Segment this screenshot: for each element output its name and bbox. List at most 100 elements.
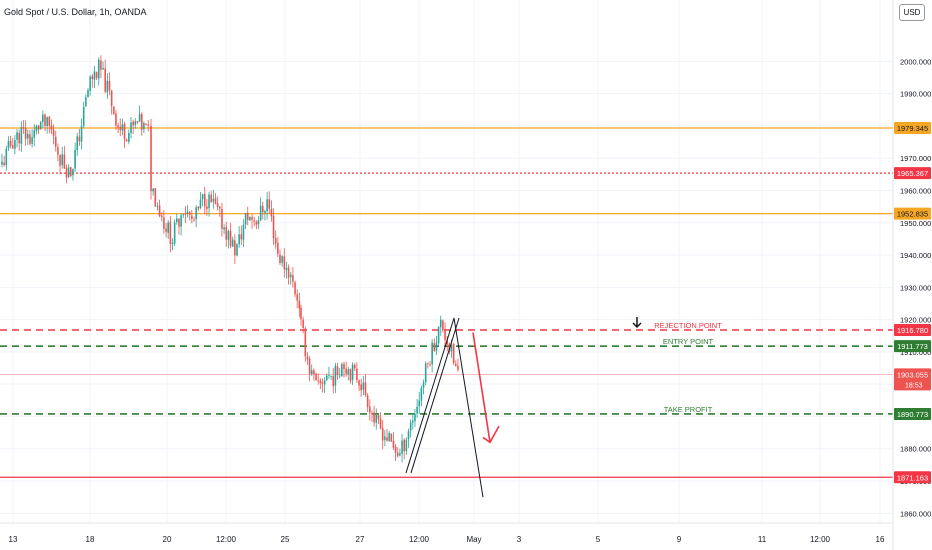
candle-body xyxy=(279,254,281,264)
candle-body xyxy=(270,209,273,217)
price-label-bg xyxy=(894,340,931,353)
candle-body xyxy=(343,363,345,370)
candle-body xyxy=(197,206,200,209)
x-tick-label: 25 xyxy=(281,535,290,544)
candle-body xyxy=(381,428,384,441)
y-tick-label: 1950.000 xyxy=(900,219,931,228)
candle-body xyxy=(208,194,210,209)
trend-line xyxy=(410,317,460,474)
candle-body xyxy=(184,213,187,215)
candle-body xyxy=(246,212,249,220)
candle-body xyxy=(7,140,10,149)
candle-body xyxy=(33,130,36,138)
price-label: 1871.163 xyxy=(897,473,928,482)
candle-body xyxy=(106,80,109,93)
candle-body xyxy=(193,219,195,221)
candle-body xyxy=(65,167,68,178)
candle-body xyxy=(437,326,440,344)
price-label: 1965.367 xyxy=(897,169,928,178)
y-tick-label: 1920.000 xyxy=(900,316,931,325)
candle-body xyxy=(386,437,388,441)
candle-body xyxy=(330,375,332,377)
candle-body xyxy=(315,373,317,381)
candle-body xyxy=(414,414,416,422)
candle-body xyxy=(405,439,408,452)
candle-body xyxy=(244,213,247,225)
candle-body xyxy=(281,256,283,263)
x-tick-label: 20 xyxy=(163,535,172,544)
candle-body xyxy=(29,134,31,144)
candle-body xyxy=(251,216,253,220)
candle-body xyxy=(87,90,89,97)
candle-body xyxy=(130,122,132,134)
candle-body xyxy=(180,215,182,227)
candle-body xyxy=(158,205,161,217)
candle-body xyxy=(362,382,365,390)
price-label-bg xyxy=(894,324,931,337)
candle-body xyxy=(396,452,399,456)
candle-body xyxy=(392,440,395,448)
candle-body xyxy=(46,117,48,126)
candle-body xyxy=(364,382,367,395)
candle-body xyxy=(91,76,94,80)
candle-body xyxy=(128,133,130,142)
candle-body xyxy=(20,127,23,144)
candle-body xyxy=(412,420,414,423)
candle-body xyxy=(110,90,113,107)
candle-body xyxy=(57,147,59,155)
last-price-label: 1903.055 xyxy=(897,370,928,379)
candle-body xyxy=(143,123,145,130)
candle-body xyxy=(253,220,255,222)
candle-body xyxy=(356,368,358,380)
y-tick-label: 1930.000 xyxy=(900,283,931,292)
price-label: 1916.780 xyxy=(897,326,928,335)
candle-body xyxy=(289,274,292,278)
candle-body xyxy=(216,203,219,208)
candle-body xyxy=(191,215,193,219)
candle-body xyxy=(283,256,286,270)
trend-line xyxy=(405,317,455,474)
candle-body xyxy=(203,193,206,207)
candle-body xyxy=(349,369,352,381)
candle-body xyxy=(334,365,337,386)
candle-body xyxy=(249,216,251,221)
y-tick-label: 1990.000 xyxy=(900,90,931,99)
candle-body xyxy=(429,364,431,366)
candle-body xyxy=(394,446,397,453)
candle-body xyxy=(67,167,70,177)
candle-body xyxy=(272,215,275,239)
candle-body xyxy=(5,148,8,166)
candle-body xyxy=(212,198,215,202)
annotation-label: TAKE PROFIT xyxy=(664,405,713,414)
candle-body xyxy=(328,375,330,377)
candle-body xyxy=(147,124,149,126)
candle-body xyxy=(78,136,81,142)
price-label-bg xyxy=(894,471,931,484)
candle-body xyxy=(80,126,83,142)
drawings: REJECTION POINT ENTRY POINT TAKE PROFIT xyxy=(405,317,722,498)
candle-body xyxy=(119,126,122,131)
candle-body xyxy=(182,214,185,216)
candle-body xyxy=(163,217,165,229)
candle-body xyxy=(16,132,18,140)
candle-body xyxy=(345,368,347,374)
candle-body xyxy=(277,243,279,254)
candle-body xyxy=(266,199,268,211)
x-tick-label: 12:00 xyxy=(409,535,430,544)
candle-body xyxy=(171,242,174,245)
candle-body xyxy=(242,224,245,240)
candle-body xyxy=(1,161,3,165)
candle-body xyxy=(332,376,335,387)
candle-body xyxy=(292,275,294,282)
candle-body xyxy=(319,380,322,383)
candle-body xyxy=(206,206,208,209)
candle-body xyxy=(24,128,27,139)
candle-body xyxy=(223,227,225,230)
candle-body xyxy=(285,267,288,271)
candle-body xyxy=(338,375,341,377)
currency-badge[interactable]: USD xyxy=(899,4,925,21)
trend-line xyxy=(453,317,484,498)
candle-body xyxy=(121,124,124,131)
y-tick-label: 1970.000 xyxy=(900,154,931,163)
